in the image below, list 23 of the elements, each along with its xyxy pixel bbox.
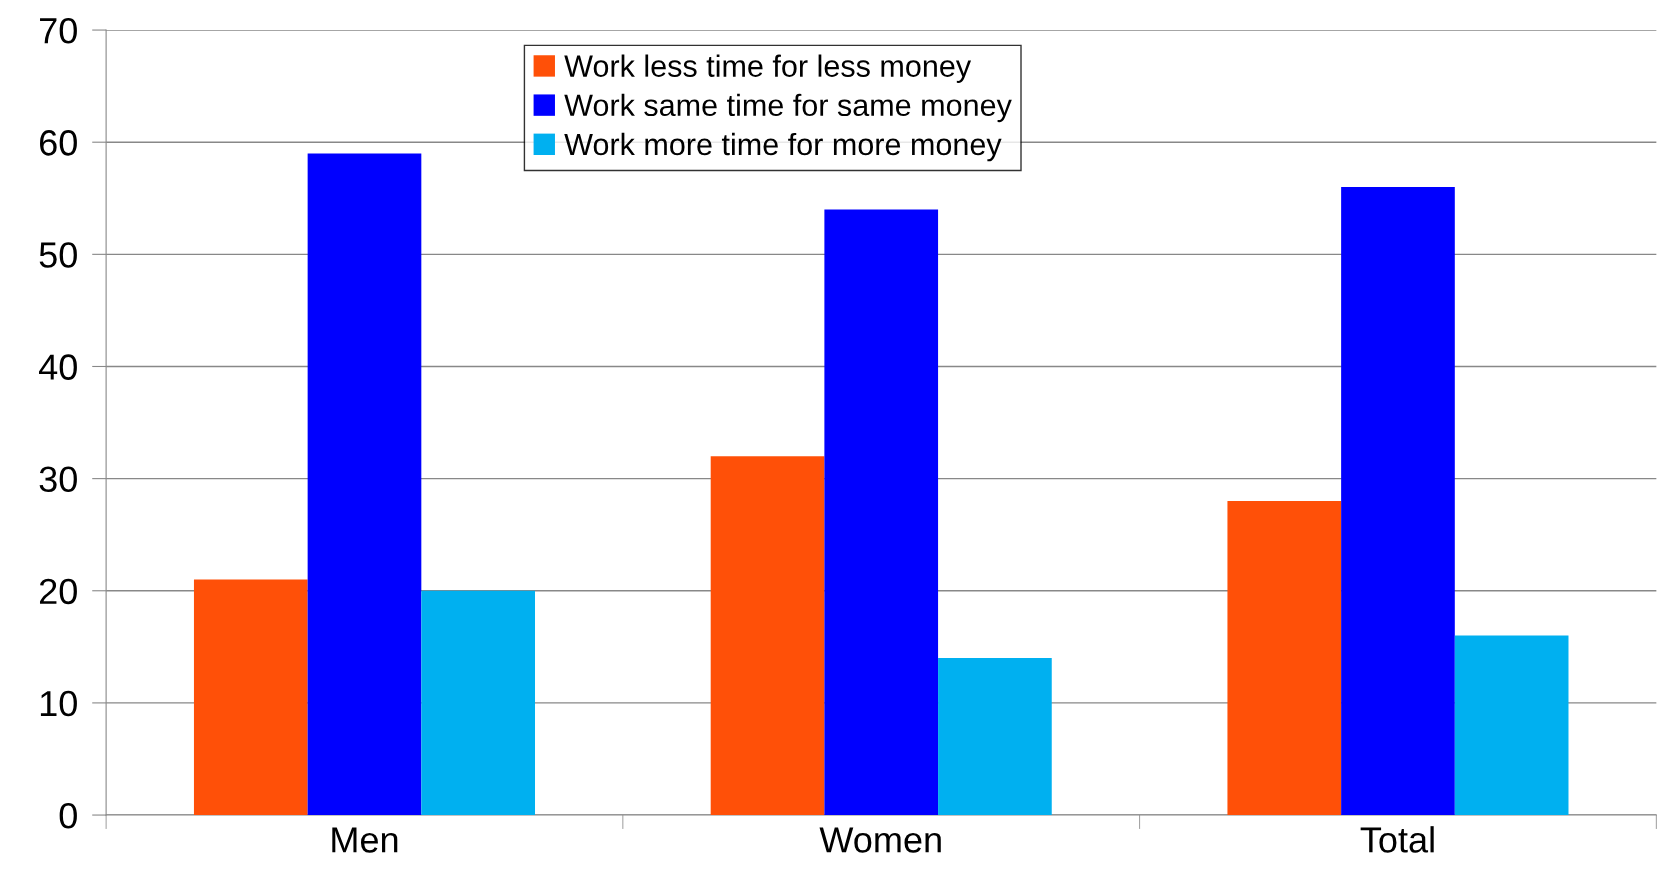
bar [421,590,536,816]
bar [193,579,308,816]
y-tick-label: 10 [40,690,77,717]
y-tick-label: 40 [39,354,77,380]
x-tick-label: Total [1360,826,1434,853]
bar [938,658,1052,816]
y-tick-label: 0 [59,802,77,829]
bar [1227,501,1342,816]
y-tick-label: 50 [39,242,77,268]
y-tick-label: 60 [40,130,77,156]
y-tick-label: 30 [39,466,77,493]
y-tick-label: 20 [39,578,77,605]
x-tick-label: Women [819,827,941,853]
bar [307,153,422,816]
bar [824,209,939,816]
bar [1454,635,1569,816]
legend-label: Work more time for more money [564,132,1002,162]
bar [1341,187,1455,816]
legend-label: Work same time for same money [564,93,1012,123]
bar [710,456,825,816]
legend-label: Work less time for less money [564,54,972,83]
x-tick-label: Men [332,827,398,853]
y-tick-label: 70 [40,17,77,44]
